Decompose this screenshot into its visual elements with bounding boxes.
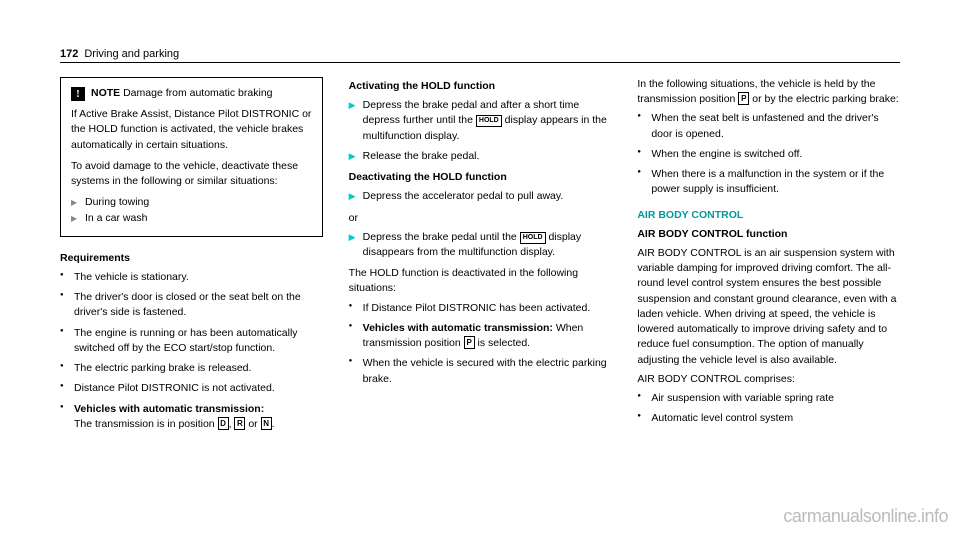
note-li1: During towing	[71, 195, 312, 210]
abc-p2: AIR BODY CONTROL comprises:	[637, 372, 900, 387]
note-text: NOTE Damage from automatic braking	[91, 86, 273, 101]
abc-title: AIR BODY CONTROL	[637, 208, 900, 223]
section-title: Driving and parking	[84, 48, 179, 60]
column-1: ! NOTE Damage from automatic braking If …	[60, 77, 323, 438]
abc-item: Automatic level control system	[637, 411, 900, 426]
page-number: 172	[60, 48, 78, 60]
d-glyph: D	[218, 417, 229, 430]
note-box: ! NOTE Damage from automatic braking If …	[60, 77, 323, 237]
watermark: carmanualsonline.info	[783, 506, 948, 527]
held-item: When the engine is switched off.	[637, 147, 900, 162]
req-item: The vehicle is stationary.	[60, 270, 323, 285]
hold-glyph: HOLD	[476, 115, 502, 127]
abc-item: Air suspension with variable spring rate	[637, 391, 900, 406]
req-item: The engine is running or has been automa…	[60, 326, 323, 356]
note-icon: !	[71, 87, 85, 101]
follow-intro: The HOLD function is deactivated in the …	[349, 266, 612, 296]
abc-p1: AIR BODY CONTROL is an air suspension sy…	[637, 246, 900, 368]
page-header: 172 Driving and parking	[60, 48, 900, 63]
abc-subtitle: AIR BODY CONTROL function	[637, 227, 900, 242]
n-glyph: N	[261, 417, 272, 430]
column-2: Activating the HOLD function Depress the…	[349, 77, 612, 438]
note-p1: If Active Brake Assist, Distance Pilot D…	[71, 107, 312, 153]
note-p2: To avoid damage to the vehicle, deactiva…	[71, 159, 312, 189]
follow-item: If Distance Pilot DISTRONIC has been act…	[349, 301, 612, 316]
deactivate-step: Depress the accelerator pedal to pull aw…	[349, 189, 612, 204]
activate-heading: Activating the HOLD function	[349, 79, 612, 94]
follow-item: When the vehicle is secured with the ele…	[349, 356, 612, 386]
p-glyph: P	[464, 336, 475, 349]
deactivate-heading: Deactivating the HOLD function	[349, 170, 612, 185]
column-3: In the following situations, the vehicle…	[637, 77, 900, 438]
activate-step: Release the brake pedal.	[349, 149, 612, 164]
req-item: Distance Pilot DISTRONIC is not activate…	[60, 381, 323, 396]
or-text: or	[349, 211, 612, 226]
p-glyph: P	[738, 92, 749, 105]
hold-glyph: HOLD	[520, 232, 546, 244]
activate-step: Depress the brake pedal and after a shor…	[349, 98, 612, 144]
req-item: Vehicles with automatic transmission: Th…	[60, 402, 323, 432]
deactivate-step: Depress the brake pedal until the HOLD d…	[349, 230, 612, 260]
follow-item: Vehicles with automatic transmission: Wh…	[349, 321, 612, 351]
req-item: The driver's door is closed or the seat …	[60, 290, 323, 320]
requirements-heading: Requirements	[60, 251, 323, 266]
r-glyph: R	[234, 417, 245, 430]
held-item: When there is a malfunction in the syste…	[637, 167, 900, 197]
held-intro: In the following situations, the vehicle…	[637, 77, 900, 107]
held-item: When the seat belt is unfastened and the…	[637, 111, 900, 141]
req-item: The electric parking brake is released.	[60, 361, 323, 376]
note-li2: In a car wash	[71, 211, 312, 226]
